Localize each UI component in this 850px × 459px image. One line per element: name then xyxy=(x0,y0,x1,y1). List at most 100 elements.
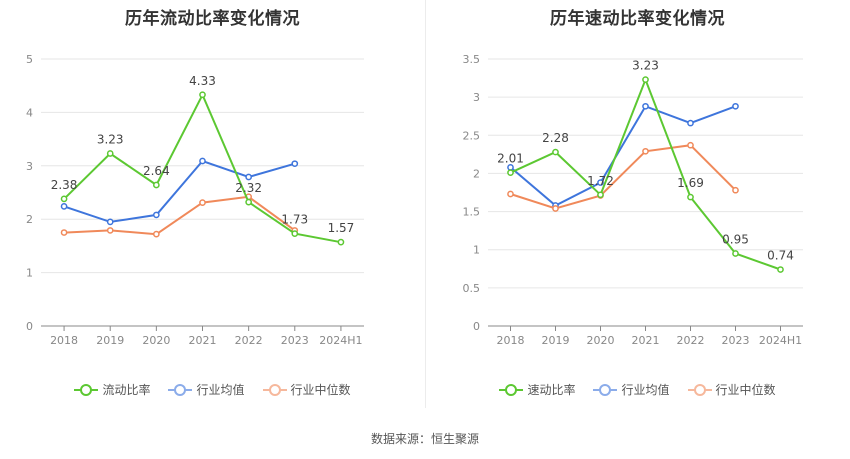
legend-item[interactable]: 流动比率 xyxy=(74,381,150,398)
x-tick-label: 2018 xyxy=(50,334,78,347)
data-point xyxy=(60,229,68,236)
y-tick-label: 5 xyxy=(26,53,33,66)
data-point xyxy=(597,191,604,199)
data-point xyxy=(687,193,694,201)
x-tick-label: 2022 xyxy=(235,334,263,347)
x-tick-label: 2022 xyxy=(677,334,705,347)
quick-ratio-chart: 0 0.5 1 1.5 2 2.5 3 3.5 2018 2019 2020 2021 2022 2023… xyxy=(463,53,803,347)
x-tick-label: 2023 xyxy=(281,334,309,347)
data-label: 0.74 xyxy=(767,249,794,263)
legend-swatch-icon xyxy=(687,383,712,396)
data-point xyxy=(687,119,694,127)
legend-item[interactable]: 行业均值 xyxy=(593,381,670,398)
data-label: 1.73 xyxy=(281,213,308,227)
x-tick-label: 2019 xyxy=(542,334,570,347)
y-tick-label: 3 xyxy=(473,91,480,104)
data-point xyxy=(507,190,514,198)
x-tick-label: 2024H1 xyxy=(319,334,362,347)
data-point xyxy=(106,227,114,234)
x-tick-label: 2020 xyxy=(587,334,615,347)
chart-title: 历年流动比率变化情况 xyxy=(125,9,300,29)
chart-legend: 速动比率 行业均值 行业中位数 xyxy=(425,381,850,398)
x-tick-label: 2021 xyxy=(189,334,217,347)
series-line xyxy=(64,195,296,236)
y-tick-label: 2 xyxy=(473,167,480,180)
data-point xyxy=(507,169,514,177)
y-tick-label: 2 xyxy=(26,213,33,226)
data-label: 2.64 xyxy=(143,164,170,178)
chart-title: 历年速动比率变化情况 xyxy=(550,9,725,29)
data-point xyxy=(687,141,694,149)
data-point xyxy=(60,203,68,210)
legend-label: 流动比率 xyxy=(102,383,151,397)
data-point xyxy=(153,181,160,189)
data-point xyxy=(777,266,784,273)
data-point xyxy=(552,205,559,212)
legend-swatch-icon xyxy=(168,383,193,396)
legend-label: 行业中位数 xyxy=(715,383,776,397)
y-tick-label: 1 xyxy=(473,244,480,257)
data-label: 4.33 xyxy=(189,74,216,88)
data-point xyxy=(60,195,68,203)
data-source-note: 数据来源：恒生聚源 xyxy=(370,432,479,446)
legend-swatch-icon xyxy=(74,383,99,396)
y-tick-label: 1.5 xyxy=(463,206,481,219)
legend-label: 行业均值 xyxy=(196,383,245,397)
legend-item[interactable]: 行业中位数 xyxy=(262,381,351,398)
data-point xyxy=(642,76,649,83)
legend-item[interactable]: 行业均值 xyxy=(168,381,245,398)
y-tick-label: 3.5 xyxy=(463,53,481,66)
x-tick-label: 2020 xyxy=(142,334,170,347)
data-label: 1.57 xyxy=(328,221,355,235)
data-point xyxy=(642,102,649,110)
data-point xyxy=(153,230,160,238)
y-tick-label: 1 xyxy=(26,267,33,280)
x-tick-label: 2023 xyxy=(722,334,750,347)
data-point xyxy=(732,102,739,110)
data-point xyxy=(106,150,114,157)
y-tick-label: 0 xyxy=(473,320,480,333)
y-tick-label: 2.5 xyxy=(463,129,481,142)
x-tick-label: 2021 xyxy=(632,334,660,347)
legend-label: 行业均值 xyxy=(621,383,670,397)
y-tick-label: 0 xyxy=(26,320,33,333)
data-point xyxy=(291,160,299,168)
legend-item[interactable]: 速动比率 xyxy=(499,381,575,398)
y-tick-label: 4 xyxy=(26,106,33,119)
y-tick-label: 3 xyxy=(26,160,33,173)
current-ratio-chart-panel: 历年流动比率变化情况 0 1 2 3 4 5 2018 2019 2020 2021 2022 202… xyxy=(0,0,425,420)
data-point xyxy=(199,199,206,206)
data-point xyxy=(337,238,345,246)
data-point xyxy=(732,250,739,257)
x-tick-label: 2018 xyxy=(497,334,525,347)
data-point xyxy=(199,91,206,99)
legend-swatch-icon xyxy=(499,383,524,396)
data-point xyxy=(153,211,160,219)
data-label: 3.23 xyxy=(632,59,659,73)
x-tick-label: 2019 xyxy=(96,334,124,347)
series-line xyxy=(509,105,736,207)
data-point xyxy=(245,198,252,206)
data-point xyxy=(199,157,206,165)
data-label: 1.69 xyxy=(677,176,704,190)
data-point xyxy=(552,148,559,156)
quick-ratio-chart-panel: 历年速动比率变化情况 0 0.5 1 1.5 2 2.5 3 3.5 2018 2019 2020 2… xyxy=(425,0,850,420)
data-label: 2.01 xyxy=(497,152,524,166)
current-ratio-chart: 0 1 2 3 4 5 2018 2019 2020 2021 2022 2023 2024H1 2.38… xyxy=(26,53,364,347)
data-point xyxy=(642,147,649,155)
data-label: 3.23 xyxy=(97,133,124,147)
data-point xyxy=(106,218,114,226)
data-label: 2.28 xyxy=(542,131,569,145)
data-label: 2.32 xyxy=(235,181,262,195)
legend-swatch-icon xyxy=(262,383,287,396)
data-point xyxy=(291,230,299,237)
data-label: 1.72 xyxy=(587,174,614,188)
data-point xyxy=(597,179,604,186)
y-tick-label: 0.5 xyxy=(463,282,481,295)
legend-item[interactable]: 行业中位数 xyxy=(687,381,776,398)
data-label: 2.38 xyxy=(51,178,78,192)
legend-swatch-icon xyxy=(593,383,618,396)
data-point xyxy=(732,186,739,194)
legend-label: 速动比率 xyxy=(527,383,576,397)
series-line xyxy=(63,159,296,223)
